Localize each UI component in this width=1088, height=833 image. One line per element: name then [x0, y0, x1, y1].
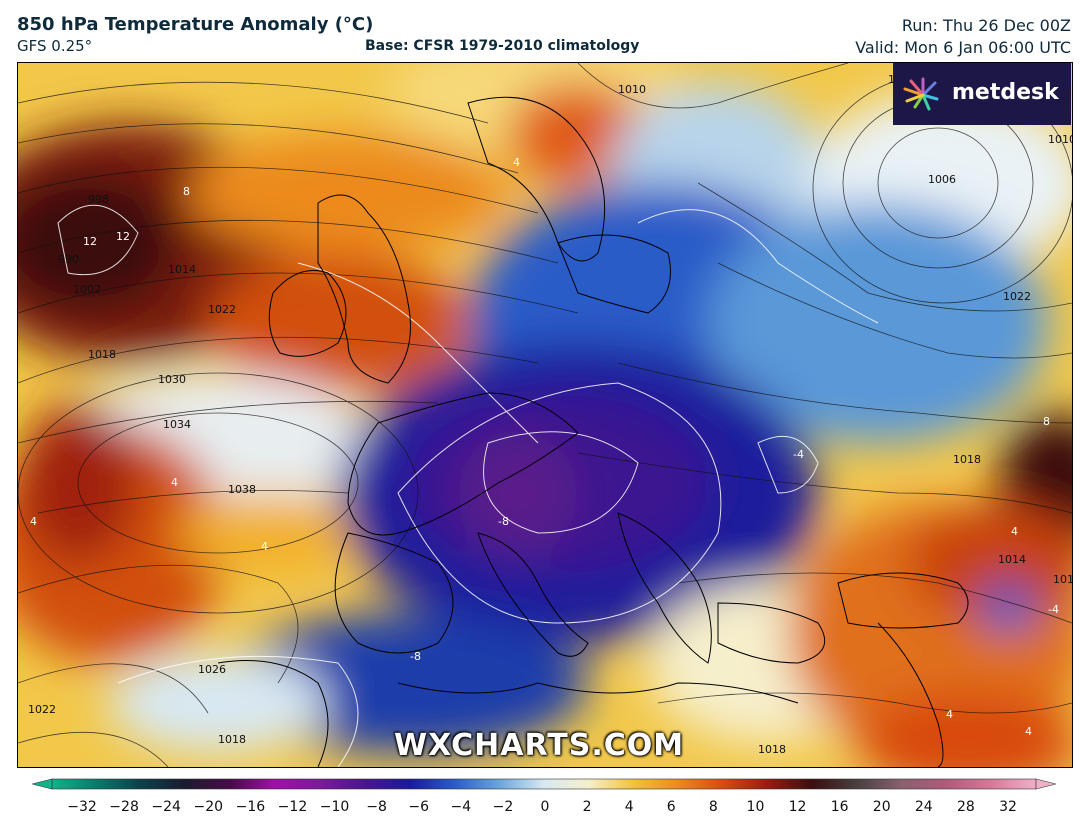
anomaly-label: -4 [793, 448, 804, 461]
anomaly-label: -8 [410, 650, 421, 663]
colorbar-tick-label: 6 [666, 799, 676, 815]
isobar-label: 1006 [928, 173, 956, 186]
run-time: Run: Thu 26 Dec 00Z [901, 16, 1071, 35]
colorbar-tick-label: 8 [708, 799, 718, 815]
anomaly-contours [57, 204, 879, 767]
colorbar-tick-label: 2 [582, 799, 592, 815]
isobar-label: 1022 [208, 303, 236, 316]
anomaly-label: 4 [30, 515, 37, 528]
anomaly-label: -4 [1048, 603, 1059, 616]
isobar-label: 1010 [618, 83, 646, 96]
isobar-label: 990 [58, 253, 79, 266]
isobar-label: 998 [88, 193, 109, 206]
anomaly-label: 4 [171, 476, 178, 489]
colorbar-tick-label: −10 [319, 799, 350, 815]
anomaly-label: 4 [1025, 725, 1032, 738]
isobar-label: 1038 [228, 483, 256, 496]
colorbar-tick-label: 20 [872, 799, 891, 815]
metdesk-flower-icon [903, 77, 939, 111]
colorbar-fill [51, 778, 1037, 790]
colorbar-tick-label: −6 [408, 799, 430, 815]
colorbar-tick-label: 0 [540, 799, 550, 815]
isobar-label: 1022 [1003, 290, 1031, 303]
metdesk-logo-text: metdesk [952, 80, 1059, 105]
isobar-label: 1010 [1053, 573, 1072, 586]
valid-time: Valid: Mon 6 Jan 06:00 UTC [855, 38, 1071, 57]
isobar-label: 1002 [73, 283, 101, 296]
isobar-label: 1010 [1048, 133, 1072, 146]
anomaly-label: 4 [513, 156, 520, 169]
isobar-label: 1014 [168, 263, 196, 276]
colorbar-tick-label: 4 [624, 799, 634, 815]
colorbar-tick-label: −12 [277, 799, 308, 815]
colorbar-tick-label: −8 [366, 799, 387, 815]
colorbar-tick-label: 32 [999, 799, 1017, 815]
isobar-label: 1014 [998, 553, 1026, 566]
isobar-label: 1018 [218, 733, 246, 746]
isobar-label: 1026 [198, 663, 226, 676]
metdesk-logo [893, 63, 1071, 125]
climatology-base: Base: CFSR 1979-2010 climatology [365, 38, 640, 54]
weather-map[interactable]: 9901010101010101006101410181022103010341… [17, 62, 1073, 768]
colorbar-min-arrow [31, 778, 53, 790]
colorbar-tick-label: 16 [830, 799, 849, 815]
isobar-lines [18, 63, 1072, 767]
colorbar [31, 778, 1057, 790]
colorbar-max-arrow [1035, 778, 1057, 790]
isobar-labels: 9901010101010101006101410181022103010341… [28, 73, 1072, 756]
anomaly-labels: 12 12 8 4 4 4 4 -8 -8 -4 8 4 4 4 -4 [30, 156, 1059, 738]
wxcharts-watermark: WXCHARTS.COM [394, 728, 685, 763]
anomaly-label: 12 [83, 235, 97, 248]
isobar-label: 1018 [758, 743, 786, 756]
isobar-label: 1022 [28, 703, 56, 716]
isobar-label: 1030 [158, 373, 186, 386]
colorbar-tick-label: −2 [492, 799, 514, 815]
colorbar-tick-label: −16 [235, 799, 266, 815]
anomaly-label: -8 [498, 515, 509, 528]
colorbar-tick-label: 10 [746, 799, 765, 815]
anomaly-label: 4 [946, 708, 953, 721]
colorbar-tick-label: −4 [450, 799, 472, 815]
anomaly-label: 4 [1011, 525, 1018, 538]
colorbar-tick-label: 12 [788, 799, 807, 815]
anomaly-field: 9901010101010101006101410181022103010341… [18, 63, 1072, 767]
colorbar-tick-label: −24 [151, 799, 181, 815]
coastlines [217, 96, 969, 767]
colorbar-tick-label: 28 [956, 799, 975, 815]
colorbar-tick-label: −32 [67, 799, 97, 815]
anomaly-label: 4 [261, 540, 268, 553]
colorbar-tick-label: −28 [109, 799, 139, 815]
map-title: 850 hPa Temperature Anomaly (°C) [17, 14, 374, 35]
isobar-label: 1018 [88, 348, 116, 361]
colorbar-tick-label: 24 [914, 799, 933, 815]
isobar-label: 1034 [163, 418, 191, 431]
colorbar-tick-label: −20 [193, 799, 224, 815]
isobar-label: 1018 [953, 453, 981, 466]
anomaly-label: 12 [116, 230, 130, 243]
anomaly-label: 8 [1043, 415, 1050, 428]
model-name: GFS 0.25° [17, 37, 93, 55]
anomaly-label: 8 [183, 185, 190, 198]
